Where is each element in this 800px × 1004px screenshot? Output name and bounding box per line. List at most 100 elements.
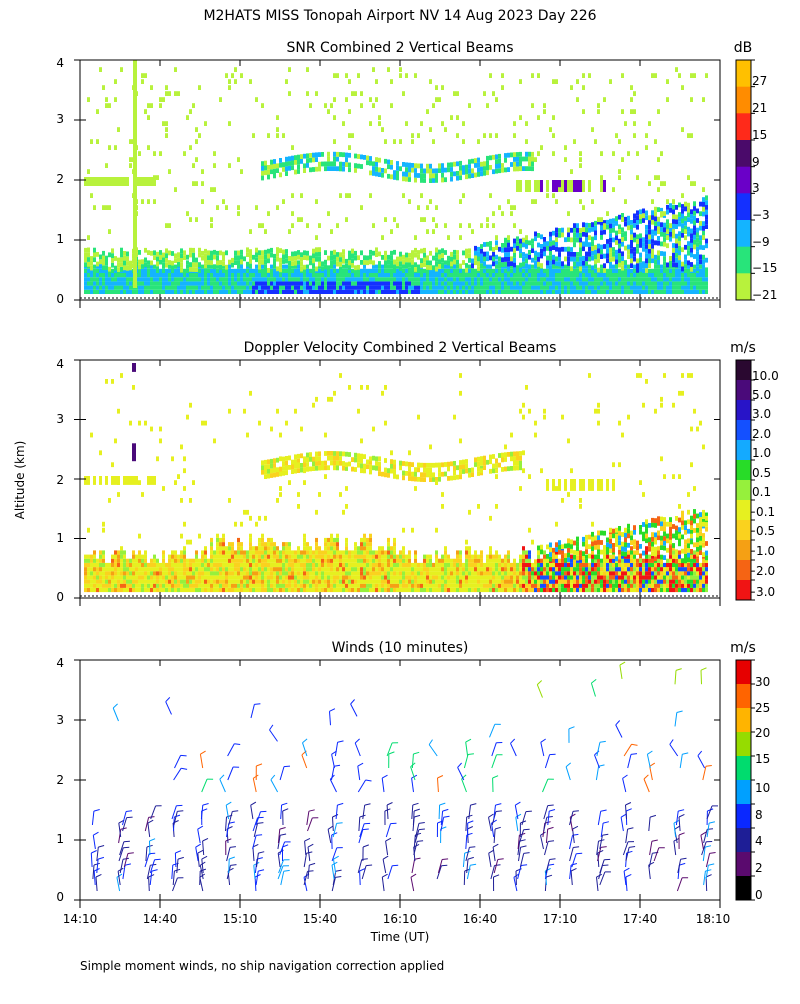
heatmap-cell [372, 161, 375, 166]
heatmap-cell [648, 215, 651, 220]
heatmap-cell [234, 550, 237, 554]
heatmap-cell [456, 550, 459, 554]
heatmap-cell [486, 555, 489, 559]
heatmap-cell [279, 248, 282, 253]
heatmap-cell [432, 277, 435, 281]
heatmap-cell [114, 145, 117, 150]
heatmap-cell [177, 567, 180, 571]
heatmap-cell [249, 567, 252, 571]
heatmap-cell [513, 205, 516, 210]
heatmap-cell [264, 264, 267, 269]
heatmap-cell [141, 264, 144, 269]
heatmap-cell [408, 172, 411, 177]
heatmap-cell [597, 277, 600, 281]
heatmap-cell [450, 162, 453, 167]
heatmap-cell [219, 580, 222, 584]
heatmap-cell [345, 550, 348, 554]
heatmap-cell [180, 571, 183, 575]
heatmap-cell [282, 254, 285, 259]
heatmap-cell [426, 260, 429, 265]
heatmap-cell [276, 257, 279, 262]
heatmap-cell [300, 193, 303, 198]
heatmap-cell [90, 286, 93, 290]
heatmap-cell [201, 181, 204, 186]
heatmap-cell [378, 277, 381, 281]
heatmap-cell [198, 575, 201, 579]
heatmap-cell [225, 567, 228, 571]
heatmap-cell [288, 480, 291, 485]
heatmap-cell [393, 559, 396, 563]
heatmap-cell [291, 256, 294, 261]
heatmap-cell [249, 277, 252, 281]
heatmap-cell [429, 265, 432, 270]
heatmap-cell [591, 222, 594, 227]
heatmap-cell [426, 473, 429, 478]
heatmap-cell [360, 205, 363, 210]
heatmap-cell [573, 238, 576, 243]
heatmap-cell [645, 281, 648, 285]
heatmap-cell [258, 580, 261, 584]
heatmap-cell [375, 290, 378, 294]
heatmap-cell [138, 580, 141, 584]
heatmap-cell [501, 277, 504, 281]
heatmap-cell [387, 269, 390, 273]
heatmap-cell [87, 571, 90, 575]
heatmap-cell [471, 281, 474, 285]
heatmap-cell [384, 269, 387, 273]
heatmap-cell [681, 281, 684, 285]
heatmap-cell [621, 157, 624, 162]
heatmap-cell [483, 584, 486, 588]
heatmap-cell [570, 277, 573, 281]
heatmap-cell [579, 281, 582, 285]
heatmap-cell [657, 286, 660, 290]
heatmap-cell [636, 258, 639, 263]
heatmap-cell [345, 193, 348, 198]
heatmap-cell [147, 286, 150, 290]
heatmap-cell [387, 260, 390, 265]
heatmap-cell [639, 281, 642, 285]
heatmap-cell [432, 265, 435, 270]
heatmap-cell [246, 575, 249, 579]
heatmap-cell [195, 290, 198, 294]
heatmap-cell [378, 115, 381, 120]
heatmap-cell [276, 127, 279, 132]
heatmap-cell [468, 164, 471, 169]
heatmap-cell [114, 580, 117, 584]
heatmap-cell [294, 555, 297, 559]
heatmap-cell [459, 373, 462, 378]
heatmap-cell [498, 559, 501, 563]
heatmap-cell [579, 266, 582, 271]
heatmap-cell [312, 254, 315, 259]
heatmap-cell [360, 459, 363, 464]
heatmap-cell [648, 281, 651, 285]
heatmap-cell [252, 563, 255, 567]
heatmap-cell [456, 465, 459, 470]
heatmap-cell [537, 73, 540, 78]
heatmap-cell [408, 563, 411, 567]
heatmap-cell [462, 460, 465, 465]
heatmap-cell [438, 575, 441, 579]
heatmap-cell [450, 571, 453, 575]
heatmap-cell [237, 550, 240, 554]
heatmap-cell [435, 277, 438, 281]
heatmap-cell [693, 286, 696, 290]
heatmap-cell [264, 550, 267, 554]
heatmap-cell [222, 257, 225, 262]
heatmap-cell [285, 421, 288, 426]
heatmap-cell [645, 273, 648, 277]
heatmap-cell [483, 563, 486, 567]
heatmap-cell [153, 281, 156, 285]
heatmap-cell [315, 247, 318, 252]
heatmap-cell [336, 262, 339, 267]
heatmap-cell [342, 290, 345, 294]
heatmap-cell [588, 290, 591, 294]
heatmap-cell [369, 286, 372, 290]
heatmap-cell [216, 538, 219, 542]
heatmap-cell [267, 567, 270, 571]
heatmap-cell [405, 269, 408, 273]
heatmap-cell [321, 152, 324, 157]
heatmap-cell [333, 139, 336, 144]
heatmap-cell [93, 563, 96, 567]
heatmap-cell [579, 233, 582, 238]
heatmap-cell [327, 211, 330, 216]
